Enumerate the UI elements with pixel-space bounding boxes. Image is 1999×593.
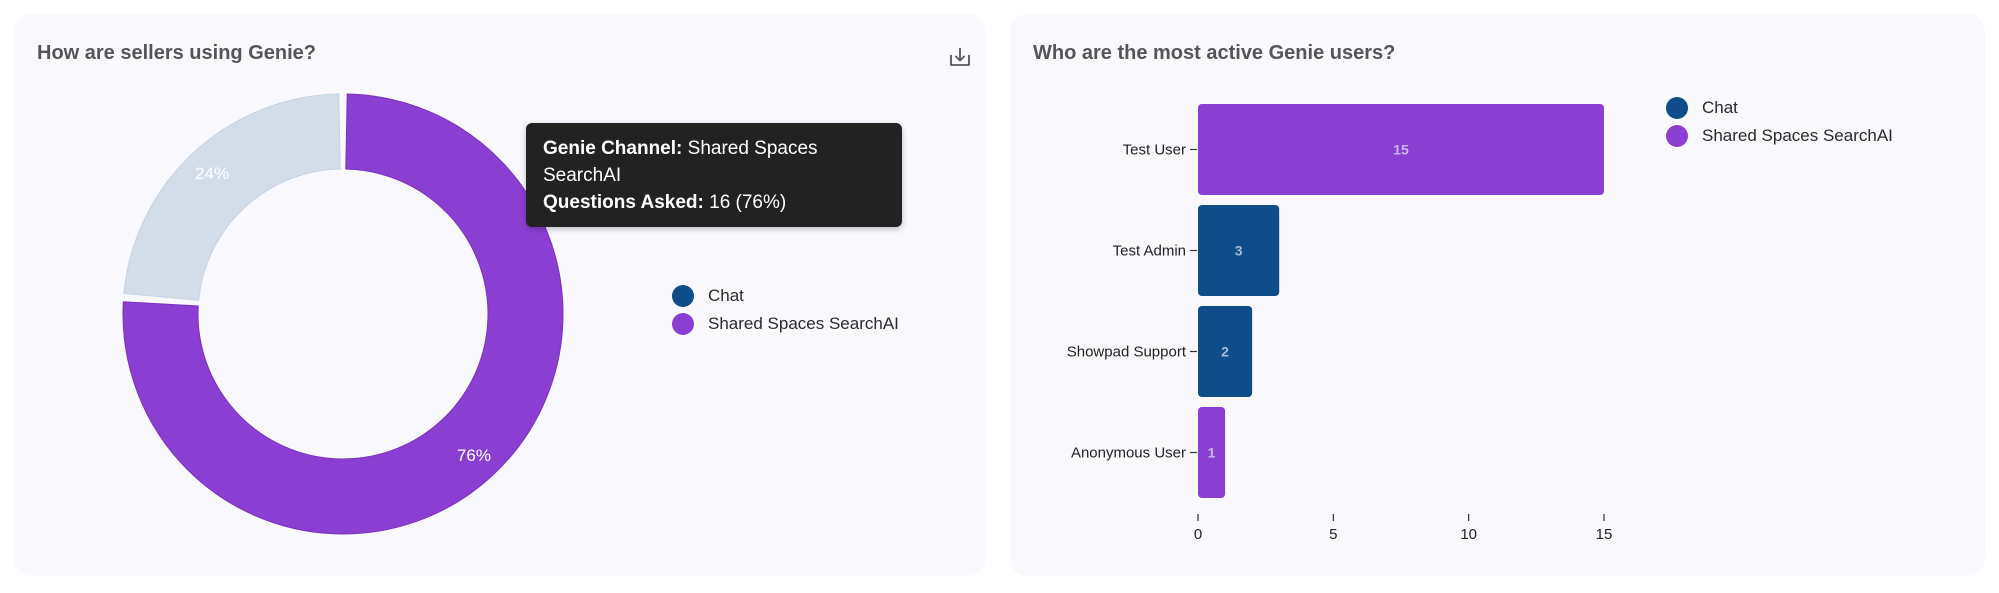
legend-item-chat[interactable]: Chat <box>672 282 899 310</box>
bar[interactable] <box>1198 104 1604 195</box>
x-tick-label: 0 <box>1194 526 1202 543</box>
bar-value-label: 3 <box>1235 243 1243 259</box>
legend-item-shared-spaces[interactable]: Shared Spaces SearchAI <box>1666 122 1893 150</box>
bar[interactable] <box>1198 306 1253 397</box>
bar[interactable] <box>1198 407 1226 498</box>
legend-swatch-shared-spaces <box>1666 125 1688 147</box>
legend-item-chat[interactable]: Chat <box>1666 94 1893 122</box>
legend-swatch-shared-spaces <box>672 313 694 335</box>
y-tick-label: Anonymous User <box>1071 445 1186 462</box>
legend-item-shared-spaces[interactable]: Shared Spaces SearchAI <box>672 310 899 338</box>
legend-swatch-chat <box>672 285 694 307</box>
legend-label-chat: Chat <box>708 286 744 305</box>
channel-usage-title: How are sellers using Genie? <box>37 42 316 64</box>
legend-swatch-chat <box>1666 97 1688 119</box>
donut-percent-label: 24% <box>195 164 229 183</box>
x-tick-label: 10 <box>1460 526 1477 543</box>
bar[interactable] <box>1198 205 1280 296</box>
bar-value-label: 1 <box>1208 445 1216 461</box>
legend-label-shared-spaces: Shared Spaces SearchAI <box>1702 126 1893 145</box>
legend-label-shared-spaces: Shared Spaces SearchAI <box>708 314 899 333</box>
legend-label-chat: Chat <box>1702 98 1738 117</box>
bar-value-label: 2 <box>1221 344 1229 360</box>
channel-usage-card: How are sellers using Genie? 76% 24% Chat… <box>14 14 986 576</box>
x-tick-label: 5 <box>1329 526 1337 543</box>
x-tick-label: 15 <box>1596 526 1613 543</box>
active-users-card: Who are the most active Genie users? Tes… <box>1010 14 1985 576</box>
active-users-title: Who are the most active Genie users? <box>1033 42 1396 64</box>
bar-value-label: 15 <box>1393 142 1409 158</box>
donut-slice[interactable] <box>123 93 341 301</box>
tooltip-questions-value: 16 (76%) <box>709 192 787 213</box>
y-tick-label: Showpad Support <box>1067 344 1187 361</box>
donut-percent-label: 76% <box>457 446 491 465</box>
donut-chart: 76% 24% <box>122 93 564 535</box>
donut-slice[interactable] <box>122 93 564 535</box>
donut-legend: Chat Shared Spaces SearchAI <box>672 282 899 338</box>
y-tick-label: Test User <box>1123 142 1186 159</box>
chart-tooltip: Genie Channel: Shared Spaces SearchAI Qu… <box>526 123 902 227</box>
tooltip-channel-key: Genie Channel: <box>543 138 683 159</box>
bar-legend: Chat Shared Spaces SearchAI <box>1666 94 1893 150</box>
y-tick-label: Test Admin <box>1113 243 1186 260</box>
tooltip-channel-value: Shared Spaces SearchAI <box>543 138 818 186</box>
tooltip-questions-key: Questions Asked: <box>543 192 704 213</box>
download-icon[interactable] <box>948 46 972 68</box>
